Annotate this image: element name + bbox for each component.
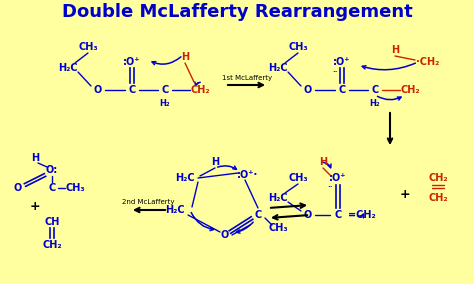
Text: :O⁺: :O⁺ [123, 57, 141, 67]
FancyArrowPatch shape [377, 96, 401, 100]
Text: 1st McLafferty: 1st McLafferty [222, 75, 272, 81]
FancyArrowPatch shape [358, 214, 364, 218]
Text: +: + [400, 189, 410, 202]
Text: H₂C: H₂C [268, 193, 288, 203]
Text: H₂C: H₂C [175, 173, 195, 183]
FancyArrowPatch shape [195, 82, 200, 85]
Text: ·CH₂: ·CH₂ [416, 57, 440, 67]
Text: CH₃: CH₃ [288, 173, 308, 183]
Text: CH₂: CH₂ [42, 240, 62, 250]
Text: C: C [48, 183, 55, 193]
FancyArrowPatch shape [191, 212, 214, 231]
Text: CH₂: CH₂ [428, 173, 448, 183]
Text: H: H [181, 52, 189, 62]
Text: H₂C: H₂C [268, 63, 288, 73]
Text: 2nd McLafferty: 2nd McLafferty [122, 199, 174, 205]
Text: ··: ·· [332, 69, 338, 75]
Text: H: H [391, 45, 399, 55]
Text: Double McLafferty Rearrangement: Double McLafferty Rearrangement [62, 3, 412, 21]
Text: H₂C: H₂C [165, 205, 185, 215]
Text: CH₃: CH₃ [268, 223, 288, 233]
FancyArrowPatch shape [362, 63, 415, 70]
FancyArrowPatch shape [323, 162, 331, 168]
Text: O: O [304, 210, 312, 220]
FancyArrowPatch shape [152, 57, 181, 65]
FancyArrowPatch shape [237, 222, 253, 233]
Text: C: C [334, 210, 342, 220]
Text: H₂: H₂ [370, 99, 380, 108]
Text: H: H [211, 157, 219, 167]
Text: CH₃: CH₃ [78, 42, 98, 52]
Text: O: O [14, 183, 22, 193]
Text: O:: O: [46, 165, 58, 175]
Text: :O⁺·: :O⁺· [237, 170, 259, 180]
Text: CH₃: CH₃ [65, 183, 85, 193]
Text: H: H [319, 157, 327, 167]
Text: C: C [161, 85, 169, 95]
Text: :O⁺: :O⁺ [329, 173, 347, 183]
Text: H: H [31, 153, 39, 163]
Text: :O⁺: :O⁺ [333, 57, 351, 67]
Text: =CH₂: =CH₂ [348, 210, 376, 220]
Text: H₂C: H₂C [58, 63, 78, 73]
Text: C: C [371, 85, 379, 95]
Text: CH₂: CH₂ [428, 193, 448, 203]
Text: CH: CH [44, 217, 60, 227]
Text: H₂: H₂ [160, 99, 170, 108]
Text: C: C [338, 85, 346, 95]
Text: C: C [128, 85, 136, 95]
Text: O: O [221, 230, 229, 240]
Text: O: O [304, 85, 312, 95]
Text: ··: ·· [327, 184, 333, 190]
Text: CH₂: CH₂ [400, 85, 420, 95]
FancyArrowPatch shape [218, 166, 237, 169]
Text: C: C [255, 210, 262, 220]
Text: CH₃: CH₃ [288, 42, 308, 52]
Text: +: + [30, 201, 40, 214]
Text: O: O [94, 85, 102, 95]
Text: CH₂: CH₂ [190, 85, 210, 95]
